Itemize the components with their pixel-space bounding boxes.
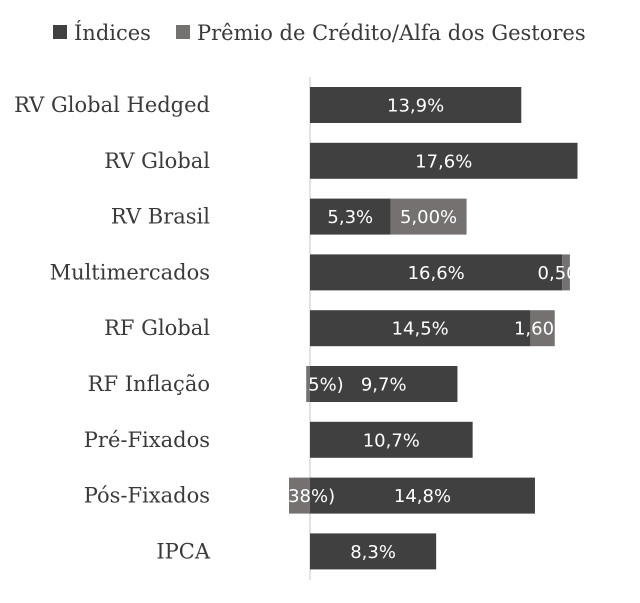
bars: 13,9% 17,6% 5,3% 5,00% 16,6% 0,50% 14,5% 1,60% 9… <box>264 87 595 570</box>
data-label-premio: 0,50% <box>538 263 595 284</box>
bar-indices <box>310 533 437 570</box>
data-label-premio: (0,25%) <box>272 375 343 396</box>
data-label-premio: 1,60% <box>514 319 571 340</box>
data-label-indices: 8,3% <box>350 542 396 563</box>
category-label: Pós-Fixados <box>84 484 210 508</box>
data-label-premio: 5,00% <box>400 207 457 228</box>
data-label-indices: 14,5% <box>392 319 449 340</box>
legend: Índices Prêmio de Crédito/Alfa dos Gestor… <box>53 21 586 45</box>
bar-premio <box>289 477 310 514</box>
category-labels: RV Global Hedged RV Global RV Brasil Multim… <box>14 93 211 563</box>
category-label: RV Global Hedged <box>14 93 210 117</box>
bar-premio <box>530 310 555 347</box>
bar-premio <box>390 198 467 235</box>
bar-indices <box>310 254 563 291</box>
legend-label-indices: Índices <box>74 21 151 45</box>
bar-indices <box>310 142 578 179</box>
data-label-indices: 16,6% <box>408 263 465 284</box>
data-label-indices: 13,9% <box>387 96 444 117</box>
category-label: IPCA <box>156 539 210 563</box>
category-label: RF Inflação <box>88 372 210 396</box>
bar-indices <box>310 87 522 123</box>
data-label-indices: 5,3% <box>327 207 373 228</box>
data-label-indices: 10,7% <box>363 430 420 451</box>
bar-indices <box>310 366 458 402</box>
category-label: RF Global <box>104 316 210 340</box>
bar-premio <box>562 254 570 291</box>
data-label-indices: 17,6% <box>415 151 472 172</box>
bar-indices <box>310 421 473 458</box>
legend-label-premio: Prêmio de Crédito/Alfa dos Gestores <box>197 21 586 45</box>
legend-swatch-premio <box>176 25 190 39</box>
data-label-premio: (1,38%) <box>264 486 335 507</box>
data-label-indices: 9,7% <box>361 375 407 396</box>
category-label: RV Brasil <box>111 205 210 229</box>
bar-premio <box>306 366 310 402</box>
data-label-indices: 14,8% <box>394 486 451 507</box>
category-label: Multimercados <box>50 260 210 284</box>
legend-swatch-indices <box>53 25 67 39</box>
bar-indices <box>310 310 531 347</box>
bar-indices <box>310 198 391 235</box>
bar-indices <box>310 477 535 514</box>
category-label: RV Global <box>104 149 210 173</box>
category-label: Pré-Fixados <box>84 428 210 452</box>
